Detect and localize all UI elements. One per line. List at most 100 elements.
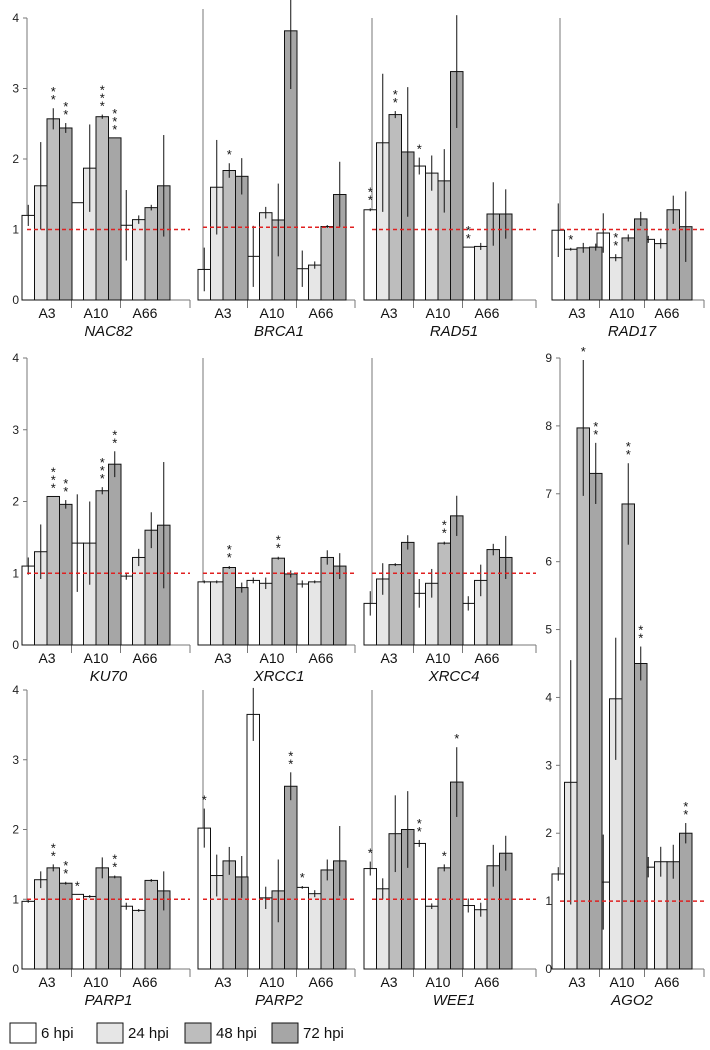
category-label-a66: A66 xyxy=(309,650,334,666)
y-tick-label: 3 xyxy=(12,753,19,767)
significance-star: * xyxy=(368,184,373,199)
bar-24-hpi-a10 xyxy=(83,895,97,970)
y-tick-label: 4 xyxy=(12,351,19,365)
y-tick-label: 1 xyxy=(12,223,19,237)
legend-label-72-hpi: 72 hpi xyxy=(303,1025,344,1042)
y-tick-label: 2 xyxy=(12,495,19,509)
bar-24-hpi-a3 xyxy=(34,879,48,970)
panel-xrcc4: ** A3 A10 A66 XRCC4 xyxy=(363,358,537,685)
significance-star: * xyxy=(51,472,56,487)
significance-star: * xyxy=(202,793,207,808)
bar-24-hpi-a10 xyxy=(425,172,439,301)
bar-6-hpi-a3 xyxy=(197,581,211,646)
significance-star: * xyxy=(417,816,422,831)
significance-star: * xyxy=(51,480,56,495)
category-label-a10: A10 xyxy=(426,974,451,990)
legend-swatch-6-hpi xyxy=(9,1022,37,1044)
gene-label: KU70 xyxy=(90,668,128,685)
significance-star: * xyxy=(626,439,631,454)
bar-24-hpi-a66 xyxy=(654,243,668,301)
gene-label: BRCA1 xyxy=(254,323,304,340)
significance-star: * xyxy=(581,344,586,359)
legend-label-6-hpi: 6 hpi xyxy=(41,1025,74,1042)
bar-6-hpi-a3 xyxy=(21,565,35,646)
bar-24-hpi-a10 xyxy=(259,582,273,646)
category-label-a66: A66 xyxy=(133,650,158,666)
category-label-a10: A10 xyxy=(84,305,109,321)
gene-label: AGO2 xyxy=(610,992,653,1009)
bar-72-hpi-a10 xyxy=(108,137,122,301)
significance-star: * xyxy=(227,550,232,565)
category-label-a10: A10 xyxy=(260,305,285,321)
significance-star: * xyxy=(368,192,373,207)
significance-star: * xyxy=(454,731,459,746)
category-label-a3: A3 xyxy=(214,305,231,321)
bar-48-hpi-a66 xyxy=(144,207,158,301)
bar-24-hpi-a10 xyxy=(609,257,623,301)
bar-48-hpi-a3 xyxy=(388,564,402,646)
significance-star: * xyxy=(63,99,68,114)
significance-star: * xyxy=(51,84,56,99)
legend-swatch-72-hpi xyxy=(271,1022,299,1044)
bar-48-hpi-a66 xyxy=(486,549,500,646)
y-tick-label: 0 xyxy=(12,962,19,976)
y-tick-label: 1 xyxy=(12,892,19,906)
category-label-a66: A66 xyxy=(133,305,158,321)
bar-72-hpi-a10 xyxy=(634,663,648,970)
significance-star: * xyxy=(568,232,573,247)
bar-48-hpi-a10 xyxy=(621,237,635,301)
bar-48-hpi-a10 xyxy=(95,116,109,301)
y-tick-label: 7 xyxy=(545,487,552,501)
bar-24-hpi-a10 xyxy=(425,905,439,970)
bar-24-hpi-a66 xyxy=(132,219,146,301)
significance-star: * xyxy=(112,852,117,867)
bar-48-hpi-a10 xyxy=(621,503,635,970)
significance-star: * xyxy=(442,526,447,541)
gene-label: PARP2 xyxy=(255,992,304,1009)
category-label-a3: A3 xyxy=(380,650,397,666)
significance-star: * xyxy=(63,107,68,122)
legend: 6 hpi 24 hpi 48 hpi 72 hpi xyxy=(9,1022,344,1044)
bar-48-hpi-a3 xyxy=(576,427,590,970)
significance-star: * xyxy=(276,541,281,556)
y-tick-label: 4 xyxy=(12,683,19,697)
significance-star: * xyxy=(51,848,56,863)
significance-star: * xyxy=(227,542,232,557)
bar-6-hpi-a10 xyxy=(246,713,260,970)
category-label-a3: A3 xyxy=(380,305,397,321)
category-label-a3: A3 xyxy=(568,974,585,990)
category-label-a3: A3 xyxy=(214,974,231,990)
significance-star: * xyxy=(63,476,68,491)
bar-6-hpi-a3 xyxy=(21,900,35,970)
y-tick-label: 3 xyxy=(12,423,19,437)
y-tick-label: 2 xyxy=(12,823,19,837)
significance-star: * xyxy=(112,435,117,450)
bar-6-hpi-a10 xyxy=(70,202,84,301)
bar-72-hpi-a10 xyxy=(284,573,298,646)
significance-star: * xyxy=(417,142,422,157)
y-tick-label: 0 xyxy=(545,962,552,976)
gene-label: RAD51 xyxy=(430,323,478,340)
significance-star: * xyxy=(300,870,305,885)
category-label-a3: A3 xyxy=(380,974,397,990)
significance-star: * xyxy=(51,92,56,107)
significance-star: * xyxy=(112,114,117,129)
category-label-a66: A66 xyxy=(475,650,500,666)
category-label-a3: A3 xyxy=(38,305,55,321)
y-tick-label: 8 xyxy=(545,419,552,433)
category-label-a3: A3 xyxy=(568,305,585,321)
bar-24-hpi-a3 xyxy=(210,581,224,646)
bar-72-hpi-a10 xyxy=(108,463,122,646)
significance-star: * xyxy=(466,223,471,238)
significance-star: * xyxy=(112,122,117,137)
significance-star: * xyxy=(593,427,598,442)
significance-star: * xyxy=(51,840,56,855)
bar-48-hpi-a10 xyxy=(437,867,451,970)
gene-label: PARP1 xyxy=(84,992,132,1009)
